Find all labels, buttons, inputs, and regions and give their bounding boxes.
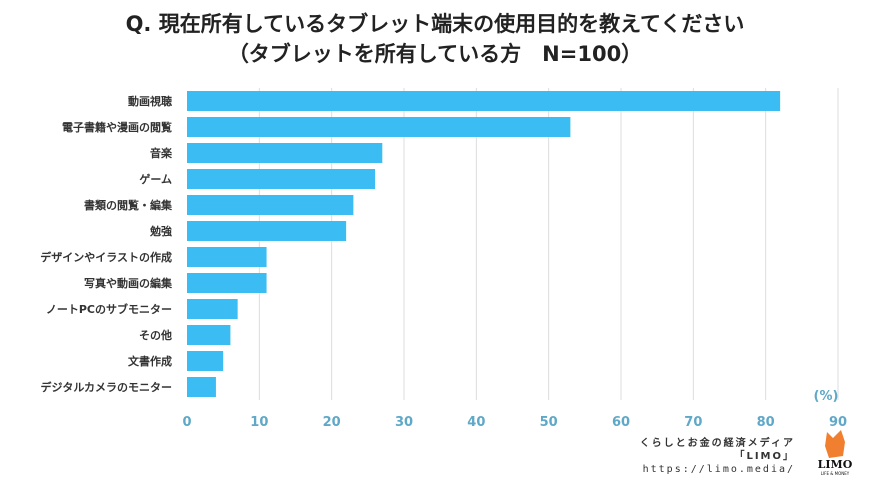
bar xyxy=(187,325,231,345)
x-tick-label: 50 xyxy=(540,415,558,430)
bar xyxy=(187,117,571,137)
chart-title: Q. 現在所有しているタブレット端末の使用目的を教えてください xyxy=(125,12,745,36)
svg-text:LIMO: LIMO xyxy=(818,458,853,471)
svg-text:LIFE & MONEY: LIFE & MONEY xyxy=(821,471,850,476)
bar xyxy=(187,221,347,241)
x-tick-label: 90 xyxy=(829,415,847,430)
footer: くらしとお金の経済メディア 「LIMO」 https://limo.media/ xyxy=(640,437,795,476)
limo-logo: LIMO LIFE & MONEY xyxy=(818,430,853,476)
category-label: 電子書籍や漫画の閲覧 xyxy=(62,120,172,134)
footer-brand: 「LIMO」 xyxy=(734,451,795,462)
category-label: ゲーム xyxy=(139,172,172,186)
category-label: 動画視聴 xyxy=(128,94,172,108)
category-label: デジタルカメラのモニター xyxy=(41,380,172,394)
x-tick-label: 70 xyxy=(684,415,702,430)
footer-url: https://limo.media/ xyxy=(642,464,795,475)
category-label: 勉強 xyxy=(149,224,172,238)
bar xyxy=(187,143,383,163)
chart-subtitle: （タブレットを所有している方 N=100） xyxy=(227,42,643,66)
bar xyxy=(187,299,238,319)
bar xyxy=(187,169,376,189)
category-label: その他 xyxy=(139,328,172,342)
bar xyxy=(187,351,224,371)
category-label: 書類の閲覧・編集 xyxy=(84,198,173,212)
footer-tagline: くらしとお金の経済メディア xyxy=(639,438,795,449)
x-tick-label: 10 xyxy=(250,415,268,430)
x-tick-label: 60 xyxy=(612,415,630,430)
x-tick-label: 0 xyxy=(182,415,191,430)
x-tick-label: 40 xyxy=(467,415,485,430)
bar xyxy=(187,273,267,293)
bar xyxy=(187,247,267,267)
category-label: 音楽 xyxy=(150,146,173,160)
unit-label: (%) xyxy=(814,389,839,404)
x-tick-label: 20 xyxy=(323,415,341,430)
category-label: デザインやイラストの作成 xyxy=(40,250,172,264)
category-label: 文書作成 xyxy=(128,354,172,368)
category-label: ノートPCのサブモニター xyxy=(46,302,172,316)
bar xyxy=(187,377,216,397)
x-tick-label: 30 xyxy=(395,415,413,430)
category-label: 写真や動画の編集 xyxy=(84,276,173,290)
bar xyxy=(187,91,781,111)
bar xyxy=(187,195,354,215)
x-tick-label: 80 xyxy=(757,415,775,430)
